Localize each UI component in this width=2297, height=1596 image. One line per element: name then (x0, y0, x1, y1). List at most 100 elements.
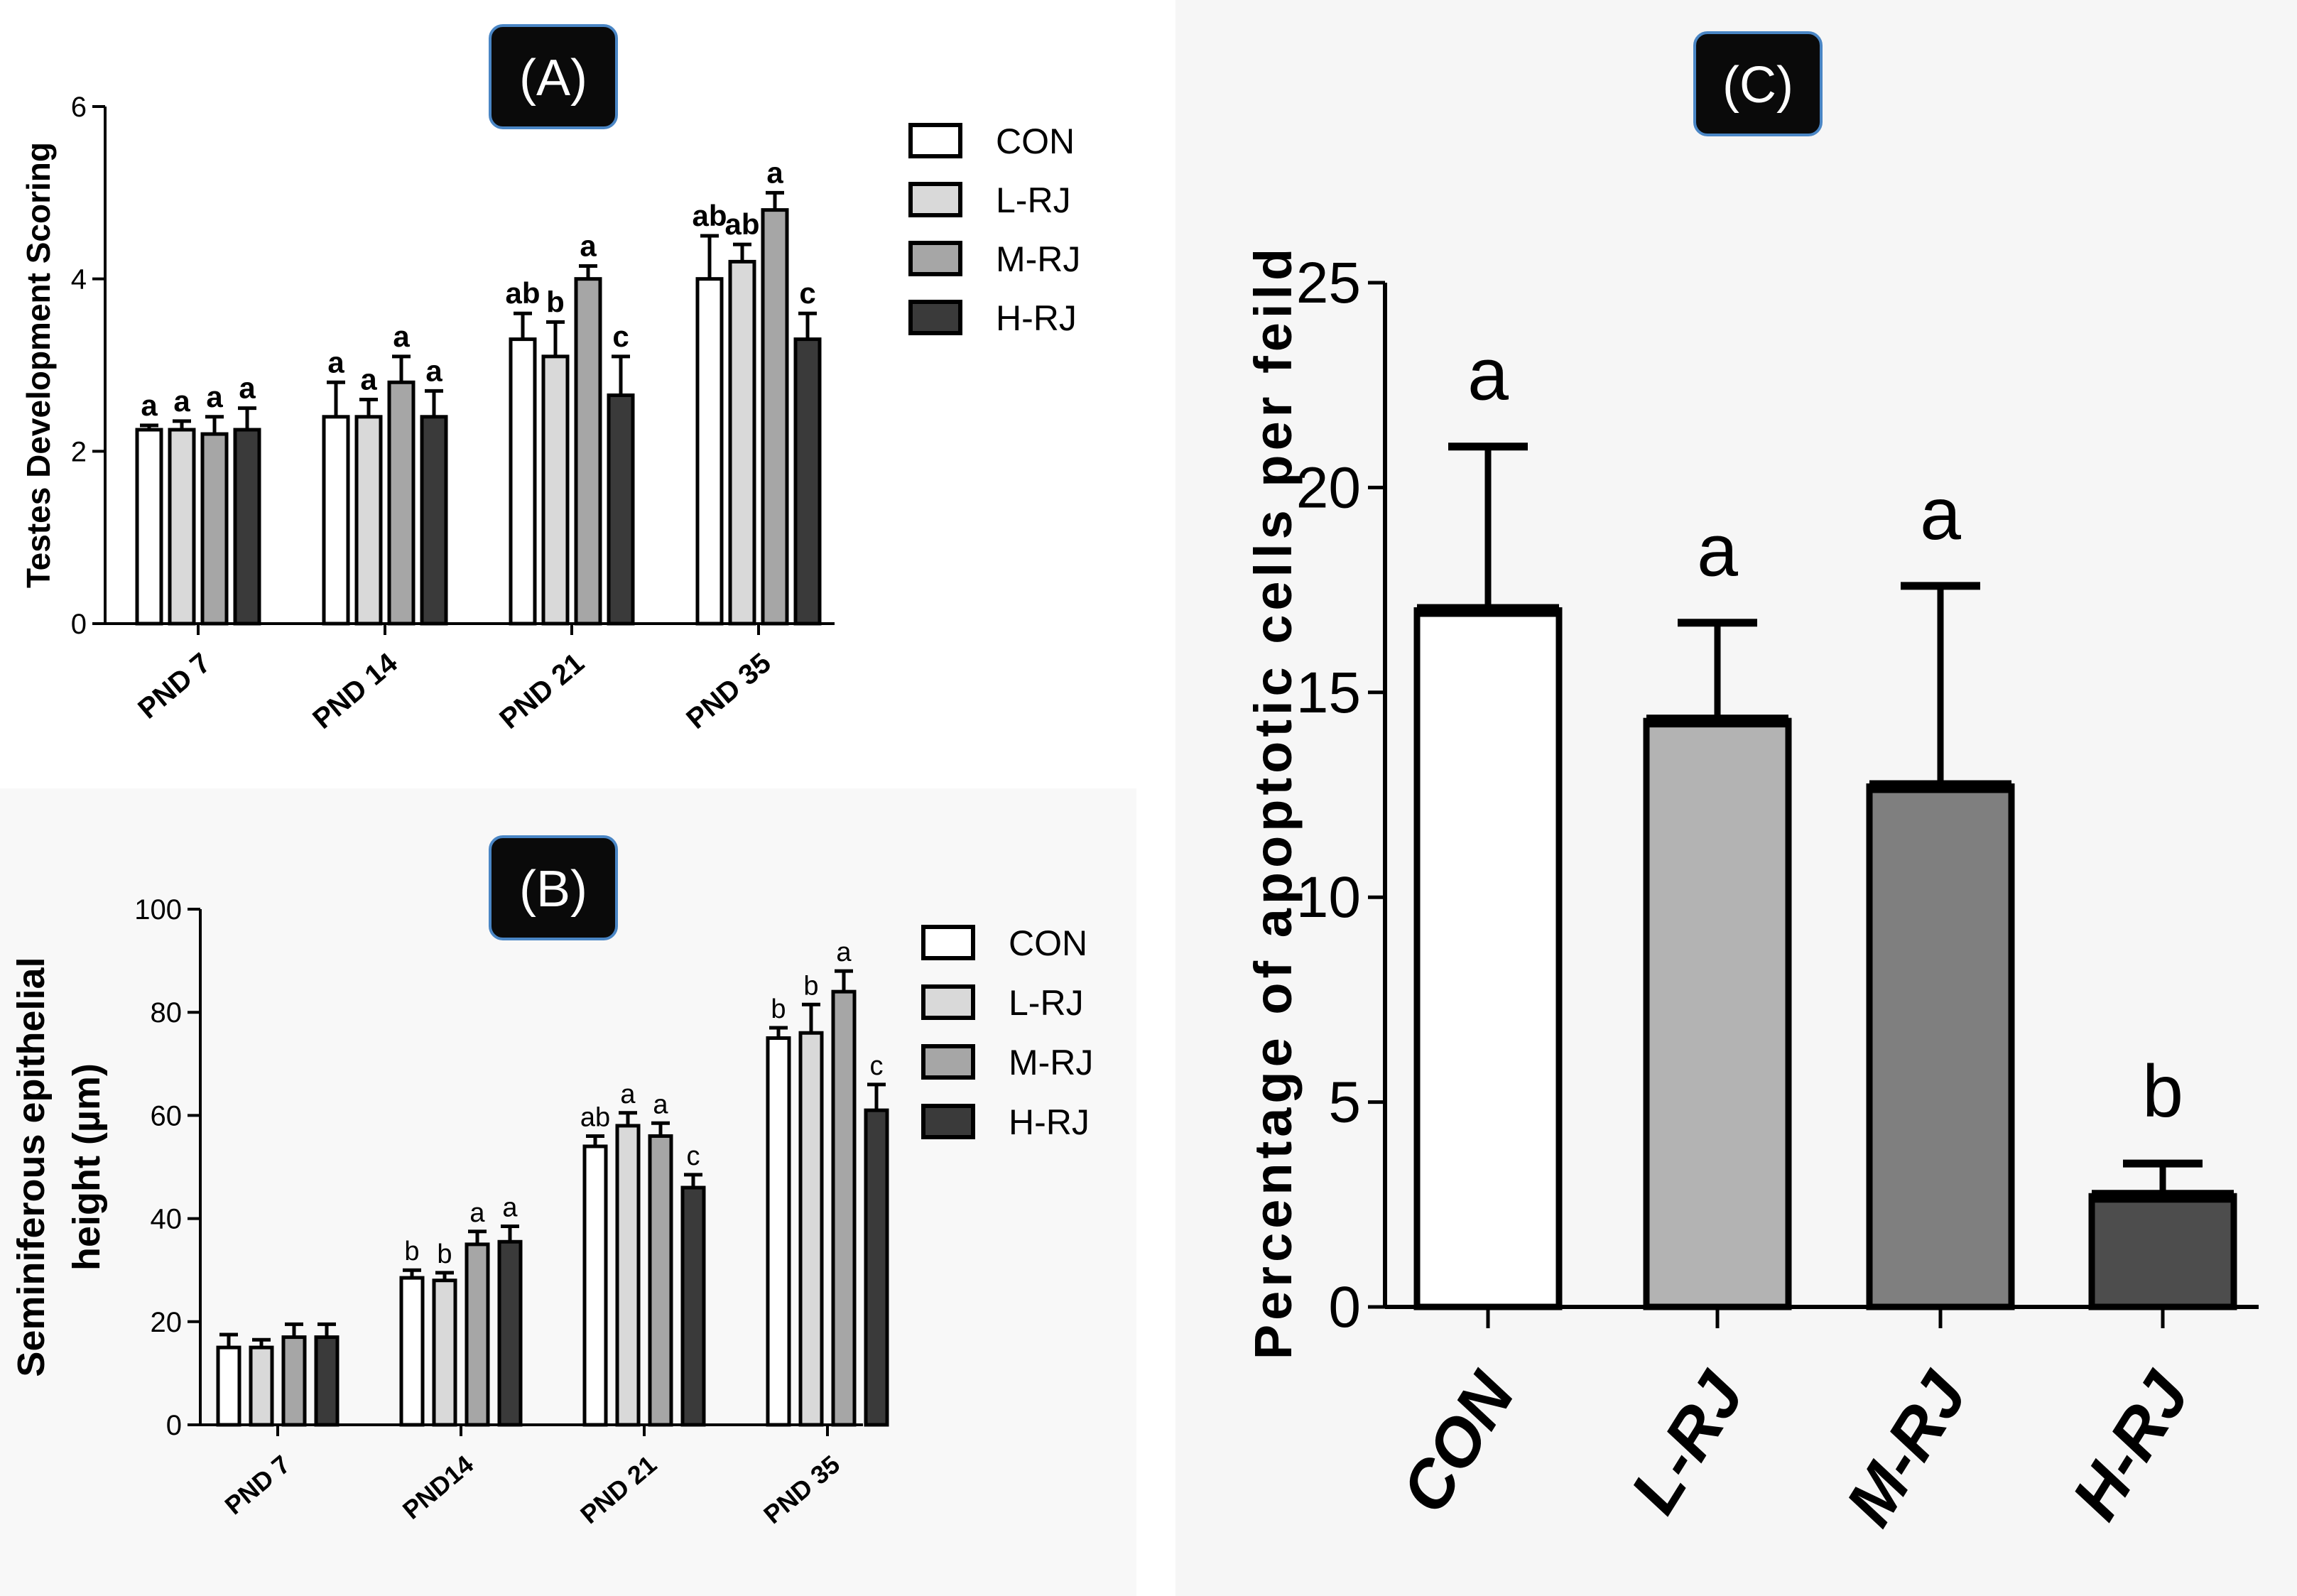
y-tick-label: 0 (1328, 1275, 1361, 1340)
significance-label: a (1467, 334, 1509, 416)
significance-label: a (425, 354, 442, 387)
bar-l-rj-1 (354, 415, 383, 626)
legend-swatch-m-rj (921, 1044, 975, 1080)
significance-label: a (1697, 510, 1738, 592)
significance-label: b (404, 1237, 419, 1266)
significance-label: a (620, 1080, 636, 1109)
y-tick-label: 20 (1296, 455, 1361, 520)
legend-swatch-l-rj (921, 984, 975, 1020)
significance-label: ab (724, 207, 759, 241)
panel-b-badge-group: (B) (489, 835, 618, 940)
significance-label: a (206, 380, 223, 413)
y-tick-label: 100 (134, 894, 182, 925)
bar-m-rj-0 (200, 432, 229, 626)
bar-h-rj-3 (793, 337, 822, 626)
bar-h-rj-1 (497, 1239, 523, 1427)
significance-label: a (360, 363, 377, 396)
bar-l-rj-3 (728, 259, 756, 626)
legend-label: M-RJ (1009, 1043, 1093, 1082)
legend-label: CON (996, 121, 1075, 161)
significance-label: a (766, 156, 783, 189)
panel-b-badge: (B) (519, 861, 587, 918)
legend-swatch-h-rj (921, 1104, 975, 1139)
significance-label: ab (505, 276, 540, 310)
significance-label: b (546, 285, 565, 318)
legend-label: L-RJ (1009, 983, 1084, 1023)
panel-c-badge-group: (C) (1693, 31, 1823, 136)
bar-l-rj-0 (249, 1345, 274, 1427)
significance-label: ab (580, 1102, 610, 1132)
legend-swatch-h-rj (908, 300, 962, 335)
bar-con-3 (766, 1036, 791, 1427)
y-axis-title: Testes Development Scoring (20, 142, 57, 588)
y-tick-label: 20 (151, 1307, 183, 1338)
panel-c-badge: (C) (1722, 57, 1793, 114)
bar-l-rj-2 (541, 354, 570, 626)
bar-con-1 (399, 1276, 425, 1427)
bar-con-0 (216, 1345, 241, 1427)
bar-h-rj-0 (314, 1335, 340, 1427)
bar-h-rj-2 (680, 1185, 706, 1427)
y-axis-title: Percentage of apoptotic cells per feild (1244, 244, 1303, 1359)
bar-m-rj (1866, 783, 2015, 1310)
legend-label: H-RJ (996, 298, 1077, 338)
significance-label: a (327, 345, 344, 379)
panel-a-badge-box (489, 24, 618, 129)
bar-h-rj-0 (233, 428, 261, 626)
bar-h-rj (2088, 1193, 2237, 1310)
y-tick-label: 80 (151, 997, 183, 1028)
legend-label: L-RJ (996, 180, 1071, 220)
significance-label: c (687, 1141, 700, 1171)
y-tick-label: 60 (151, 1100, 183, 1131)
significance-label: ab (692, 199, 727, 232)
y-tick-label: 10 (1296, 865, 1361, 930)
significance-label: a (502, 1193, 518, 1222)
significance-label: c (612, 320, 629, 353)
y-axis-title: Seminiferous epithelial (10, 957, 53, 1377)
bar-m-rj-0 (281, 1335, 307, 1427)
significance-label: a (393, 320, 410, 353)
significance-label: a (836, 938, 852, 967)
bar-m-rj-2 (648, 1134, 673, 1427)
panel-b-badge-box (489, 835, 618, 940)
bar-m-rj-1 (465, 1242, 490, 1427)
legend-label: CON (1009, 923, 1087, 963)
y-tick-label: 5 (1328, 1070, 1361, 1135)
y-tick-label: 40 (151, 1204, 183, 1235)
significance-label: b (803, 971, 818, 1001)
significance-label: c (799, 276, 815, 310)
significance-label: a (239, 371, 256, 405)
significance-label: a (173, 384, 190, 418)
bar-m-rj-3 (831, 989, 857, 1427)
significance-label: a (141, 389, 158, 422)
significance-label: b (2142, 1051, 2183, 1133)
bar-m-rj-1 (387, 380, 416, 626)
significance-label: a (653, 1090, 668, 1119)
bar-l-rj-0 (168, 428, 196, 626)
bar-h-rj-1 (420, 415, 448, 626)
y-tick-label: 4 (71, 264, 87, 295)
legend-swatch-con (921, 925, 975, 960)
bar-l-rj-3 (798, 1031, 824, 1427)
significance-label: a (580, 229, 597, 262)
legend-label: M-RJ (996, 239, 1080, 279)
significance-label: b (437, 1239, 452, 1269)
bar-con-3 (695, 277, 724, 626)
bar-con-2 (582, 1144, 608, 1427)
y-tick-label: 2 (71, 436, 87, 467)
bar-h-rj-2 (607, 393, 635, 626)
bar-l-rj (1643, 717, 1792, 1310)
significance-label: a (1920, 473, 1961, 555)
y-tick-label: 0 (166, 1410, 182, 1441)
y-axis-title: height (µm) (65, 1063, 108, 1271)
bar-con-1 (322, 415, 350, 626)
bar-l-rj-2 (615, 1124, 641, 1427)
bar-m-rj-3 (761, 208, 789, 626)
bar-con (1413, 607, 1563, 1310)
bar-l-rj-1 (432, 1279, 457, 1427)
panel-a-badge: (A) (519, 50, 587, 107)
panel-a-badge-group: (A) (489, 24, 618, 129)
significance-label: b (771, 994, 786, 1024)
bar-con-2 (509, 337, 537, 626)
y-tick-label: 6 (71, 92, 87, 123)
